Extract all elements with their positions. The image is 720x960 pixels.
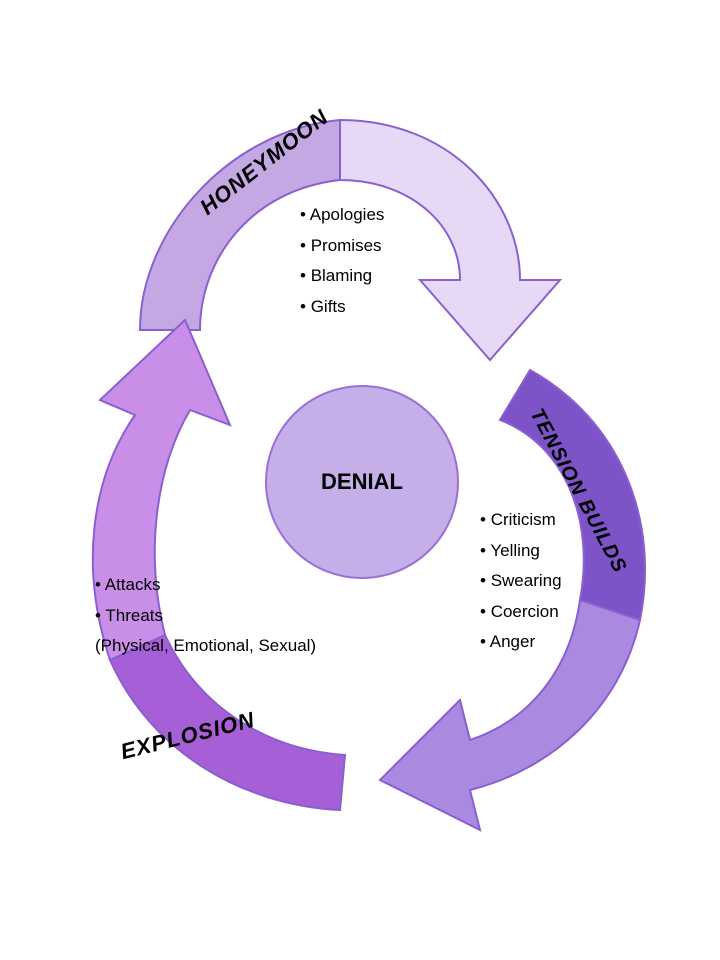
honeymoon-bullets: ApologiesPromisesBlamingGifts — [300, 200, 384, 322]
bullet-item: Blaming — [300, 261, 384, 292]
center-circle: DENIAL — [265, 385, 459, 579]
center-label: DENIAL — [321, 469, 403, 495]
bullet-item: Yelling — [480, 536, 562, 567]
bullet-item: Criticism — [480, 505, 562, 536]
bullet-item: Swearing — [480, 566, 562, 597]
bullet-item: Attacks — [95, 570, 316, 601]
bullet-extra: (Physical, Emotional, Sexual) — [95, 631, 316, 662]
bullet-item: Coercion — [480, 597, 562, 628]
bullet-item: Promises — [300, 231, 384, 262]
bullet-item: Gifts — [300, 292, 384, 323]
explosion-bullets: AttacksThreats(Physical, Emotional, Sexu… — [95, 570, 316, 662]
cycle-diagram: DENIAL HONEYMOON TENSION BUILDS EXPLOSIO… — [0, 0, 720, 960]
tension-bullets: CriticismYellingSwearingCoercionAnger — [480, 505, 562, 658]
bullet-item: Anger — [480, 627, 562, 658]
bullet-item: Apologies — [300, 200, 384, 231]
bullet-item: Threats — [95, 601, 316, 632]
